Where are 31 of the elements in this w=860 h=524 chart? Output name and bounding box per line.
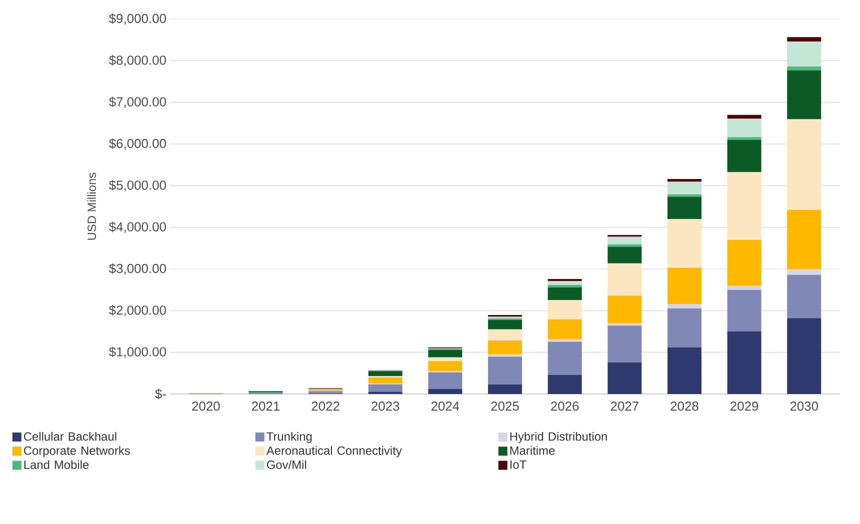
x-tick-label: 2029: [730, 402, 758, 411]
y-tick-label: $1,000.00: [109, 346, 166, 358]
x-tick-label: 2028: [670, 402, 698, 411]
x-tick-label: 2027: [610, 402, 638, 411]
legend-label: Gov/Mil: [266, 460, 306, 469]
y-tick-label: $2,000.00: [109, 305, 166, 316]
legend-label: Land Mobile: [24, 460, 89, 469]
x-tick-label: 2030: [790, 402, 818, 411]
legend-label: Cellular Backhaul: [24, 432, 116, 441]
y-tick-label: $6,000.00: [109, 138, 166, 150]
y-tick-label: $9,000.00: [109, 13, 166, 25]
y-tick-label: $5,000.00: [109, 180, 166, 192]
legend-label: Corporate Networks: [24, 446, 130, 458]
x-tick-label: 2026: [551, 402, 579, 411]
legend-label: Hybrid Distribution: [510, 432, 607, 444]
x-tick-label: 2022: [312, 402, 340, 411]
legend-label: IoT: [510, 460, 526, 469]
x-tick-label: 2024: [431, 402, 460, 411]
y-tick-label: $3,000.00: [109, 263, 166, 275]
y-tick-label: $7,000.00: [109, 96, 166, 108]
y-tick-label: $-: [155, 388, 166, 400]
x-tick-label: 2020: [192, 402, 220, 411]
legend-label: Aeronautical Connectivity: [266, 446, 402, 458]
legend-label: Maritime: [510, 446, 555, 455]
x-tick-label: 2023: [372, 402, 400, 411]
y-axis-title: USD Millions: [87, 172, 96, 240]
legend-label: Trunking: [266, 432, 312, 444]
x-tick-label: 2021: [252, 402, 280, 411]
y-tick-label: $8,000.00: [109, 55, 166, 66]
y-tick-label: $4,000.00: [109, 222, 166, 233]
x-tick-label: 2025: [491, 402, 519, 411]
